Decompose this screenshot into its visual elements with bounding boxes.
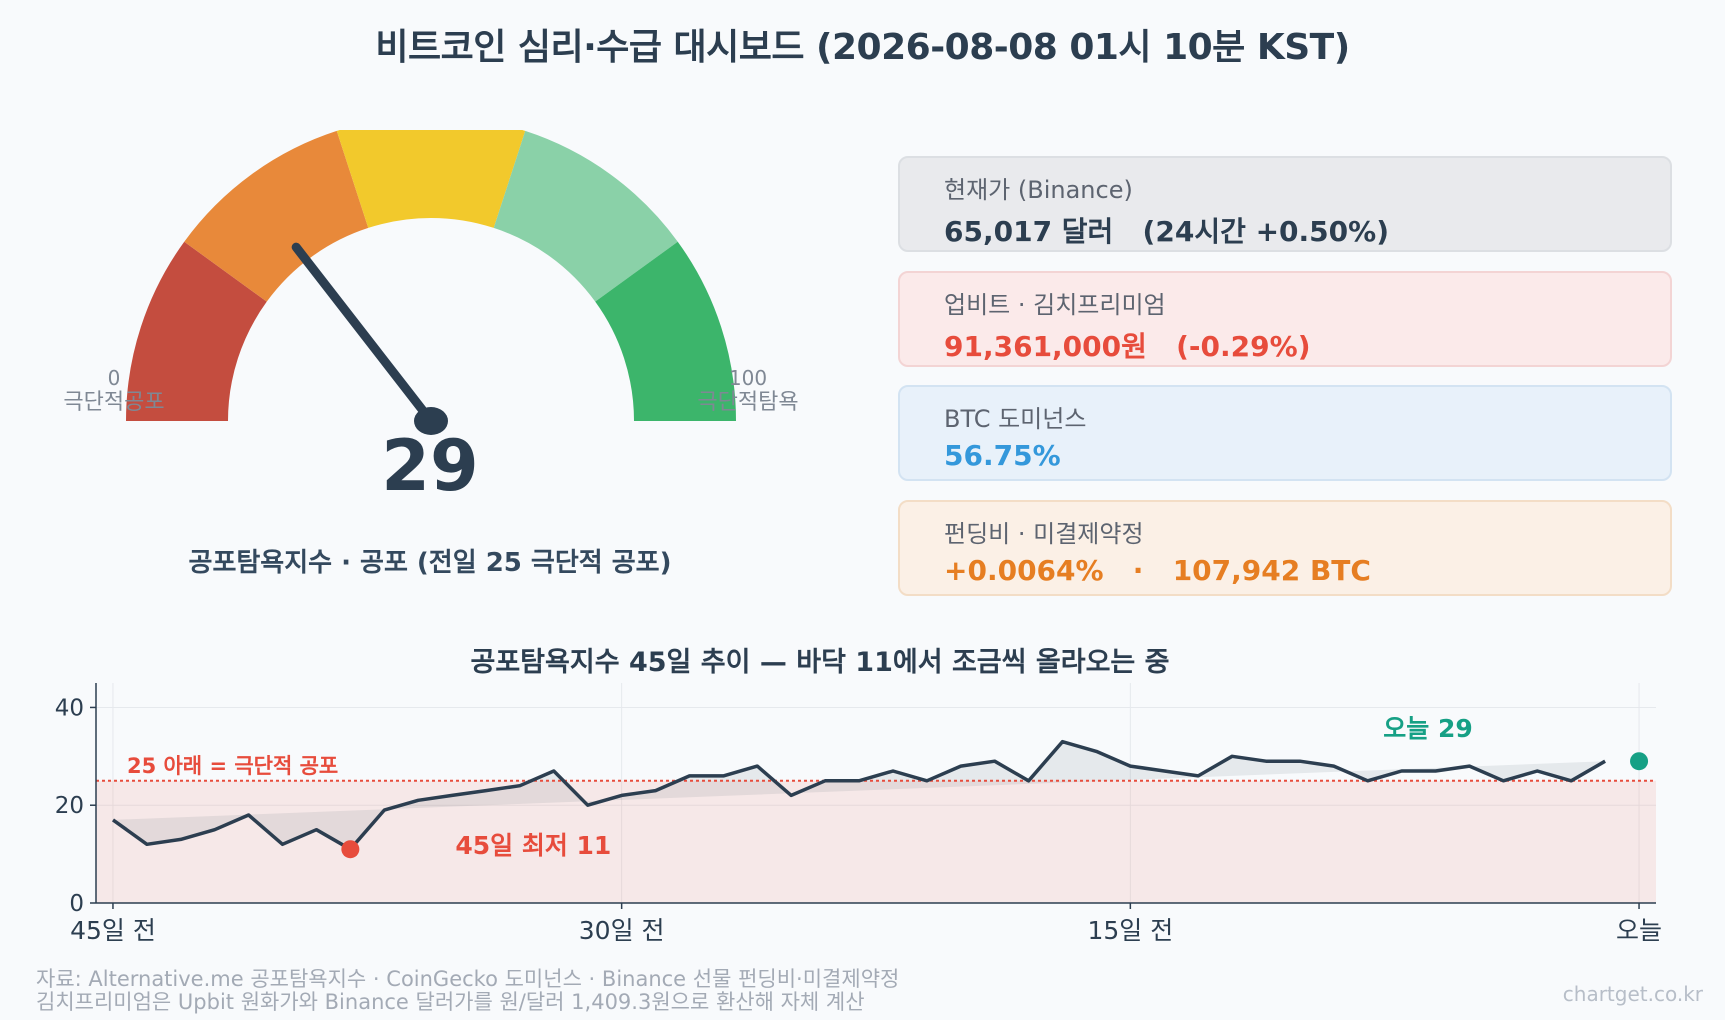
- today-point-marker: [1630, 752, 1649, 771]
- y-tick-label: 0: [69, 891, 84, 917]
- page-title: 비트코인 심리·수급 대시보드 (2026-08-08 01시 10분 KST): [375, 27, 1350, 68]
- gauge-band-1: [126, 241, 267, 421]
- kimchi-card-label: 업비트 · 김치프리미엄: [944, 291, 1166, 319]
- min-annotation: 45일 최저 11: [455, 831, 611, 860]
- gauge-max-label: 100: [729, 366, 767, 390]
- dominance-card: BTC 도미넌스 56.75%: [898, 385, 1672, 481]
- gauge-band-3: [336, 130, 526, 228]
- gauge-band-5: [595, 241, 736, 421]
- source-note: 자료: Alternative.me 공포탐욕지수 · CoinGecko 도미…: [36, 968, 899, 1014]
- gauge-max-desc: 극단적탐욕: [697, 390, 798, 415]
- kimchi-premium-card: 업비트 · 김치프리미엄 91,361,000원 (-0.29%): [898, 271, 1672, 367]
- chart-title: 공포탐욕지수 45일 추이 — 바닥 11에서 조금씩 올라오는 중: [470, 647, 1170, 678]
- price-card: 현재가 (Binance) 65,017 달러 (24시간 +0.50%): [898, 156, 1672, 252]
- watermark: chartget.co.kr: [1562, 982, 1703, 1006]
- series-area: [113, 741, 1606, 850]
- x-tick-label: 15일 전: [1087, 916, 1173, 945]
- fear-greed-line-chart: 25 아래 = 극단적 공포 0 20 40 45일 전 30일 전 15일 전 오늘 45…: [55, 683, 1662, 945]
- min-point-marker: [341, 840, 360, 859]
- gauge-needle: [291, 242, 436, 426]
- y-tick-label: 20: [55, 793, 84, 819]
- kimchi-card-value: 91,361,000원 (-0.29%): [944, 330, 1311, 363]
- x-tick-label: 30일 전: [579, 916, 665, 945]
- source-line-2: 김치프리미엄은 Upbit 원화가와 Binance 달러가를 원/달러 1,4…: [36, 990, 865, 1014]
- y-tick-label: 40: [55, 695, 84, 721]
- gauge-value: 29: [381, 425, 479, 507]
- threshold-label: 25 아래 = 극단적 공포: [127, 754, 338, 778]
- series-line: [111, 739, 1606, 851]
- fear-greed-gauge: 0 100 극단적공포 극단적탐욕: [63, 130, 799, 435]
- funding-card: 펀딩비 · 미결제약정 +0.0064% · 107,942 BTC: [898, 500, 1672, 596]
- x-tick-label: 오늘: [1616, 916, 1662, 945]
- gauge-min-label: 0: [108, 366, 121, 390]
- dominance-card-value: 56.75%: [944, 439, 1061, 472]
- chart-axes: 0 20 40 45일 전 30일 전 15일 전 오늘: [55, 683, 1662, 945]
- dominance-card-label: BTC 도미넌스: [944, 405, 1087, 433]
- gauge-caption: 공포탐욕지수 · 공포 (전일 25 극단적 공포): [188, 548, 672, 578]
- price-card-label: 현재가 (Binance): [944, 176, 1133, 204]
- price-card-value: 65,017 달러 (24시간 +0.50%): [944, 215, 1389, 248]
- gauge-min-desc: 극단적공포: [63, 390, 164, 415]
- funding-card-value: +0.0064% · 107,942 BTC: [944, 554, 1371, 587]
- gauge-bands: [126, 130, 736, 421]
- source-line-1: 자료: Alternative.me 공포탐욕지수 · CoinGecko 도미…: [36, 967, 900, 991]
- funding-card-label: 펀딩비 · 미결제약정: [944, 520, 1144, 548]
- gauge-band-4: [493, 130, 678, 302]
- gauge-needle-hub: [414, 407, 448, 435]
- gauge-band-2: [184, 130, 369, 302]
- today-annotation: 오늘 29: [1383, 714, 1473, 743]
- x-tick-label: 45일 전: [70, 916, 156, 945]
- extreme-fear-zone: [96, 780, 1656, 903]
